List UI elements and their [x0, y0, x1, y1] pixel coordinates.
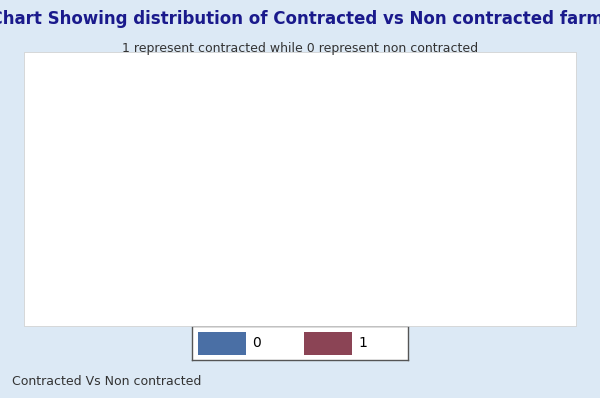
FancyBboxPatch shape — [199, 332, 246, 355]
Text: 58.45%: 58.45% — [306, 199, 354, 212]
Text: 0: 0 — [253, 336, 261, 350]
Wedge shape — [246, 82, 407, 296]
Text: 1: 1 — [358, 336, 367, 350]
Text: Contracted Vs Non contracted: Contracted Vs Non contracted — [12, 375, 202, 388]
FancyBboxPatch shape — [304, 332, 352, 355]
Text: 41.55%: 41.55% — [225, 170, 272, 183]
Wedge shape — [193, 82, 300, 281]
Text: 1 represent contracted while 0 represent non contracted: 1 represent contracted while 0 represent… — [122, 42, 478, 55]
Text: Pi Chart Showing distribution of Contracted vs Non contracted farmers: Pi Chart Showing distribution of Contrac… — [0, 10, 600, 28]
